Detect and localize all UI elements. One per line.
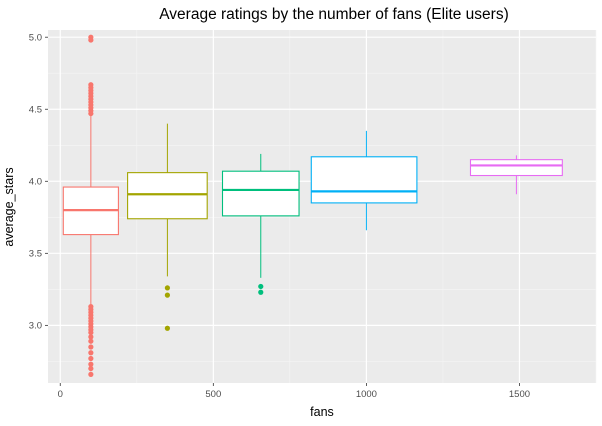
outlier-point [164, 285, 170, 291]
box-iqr [221, 170, 300, 217]
outlier-point [88, 338, 94, 344]
box-group-4 [469, 155, 563, 195]
box-iqr [310, 156, 418, 204]
x-tick-label: 0 [58, 389, 63, 400]
chart-title: Average ratings by the number of fans (E… [159, 6, 509, 23]
outlier-point [164, 292, 170, 298]
box-group-1 [127, 123, 208, 331]
y-tick-label: 3.0 [29, 321, 42, 332]
outlier-point [88, 365, 94, 372]
box-iqr [469, 159, 563, 177]
x-tick-label: 1000 [356, 389, 377, 400]
outlier-point [164, 325, 170, 331]
y-tick-label: 3.5 [29, 249, 42, 260]
outlier-point [88, 344, 94, 350]
outlier-point [88, 355, 94, 362]
outlier-point [258, 289, 264, 295]
y-tick-label: 4.0 [29, 177, 42, 188]
y-axis-title: average_stars [2, 167, 16, 246]
y-tick-label: 5.0 [29, 33, 42, 44]
outlier-point [88, 37, 94, 43]
outlier-point [88, 361, 94, 367]
box-group-3 [310, 130, 418, 231]
outlier-point [88, 329, 94, 336]
box-group-2 [221, 153, 300, 295]
y-tick-label: 4.5 [29, 105, 42, 116]
outlier-point [88, 371, 94, 377]
x-tick-label: 500 [205, 389, 221, 400]
outlier-point [258, 283, 264, 290]
tick-layer: 3.0 3.5 4.0 4.5 5.0 0 500 1000 1500 [29, 33, 530, 400]
outlier-point [88, 334, 94, 340]
box-layer [62, 34, 563, 377]
outlier-point [88, 350, 94, 356]
outlier-point [88, 110, 94, 117]
x-axis-title: fans [310, 405, 334, 419]
box-group-0 [62, 34, 119, 377]
box-iqr [127, 172, 208, 220]
x-tick-label: 1500 [509, 389, 530, 400]
